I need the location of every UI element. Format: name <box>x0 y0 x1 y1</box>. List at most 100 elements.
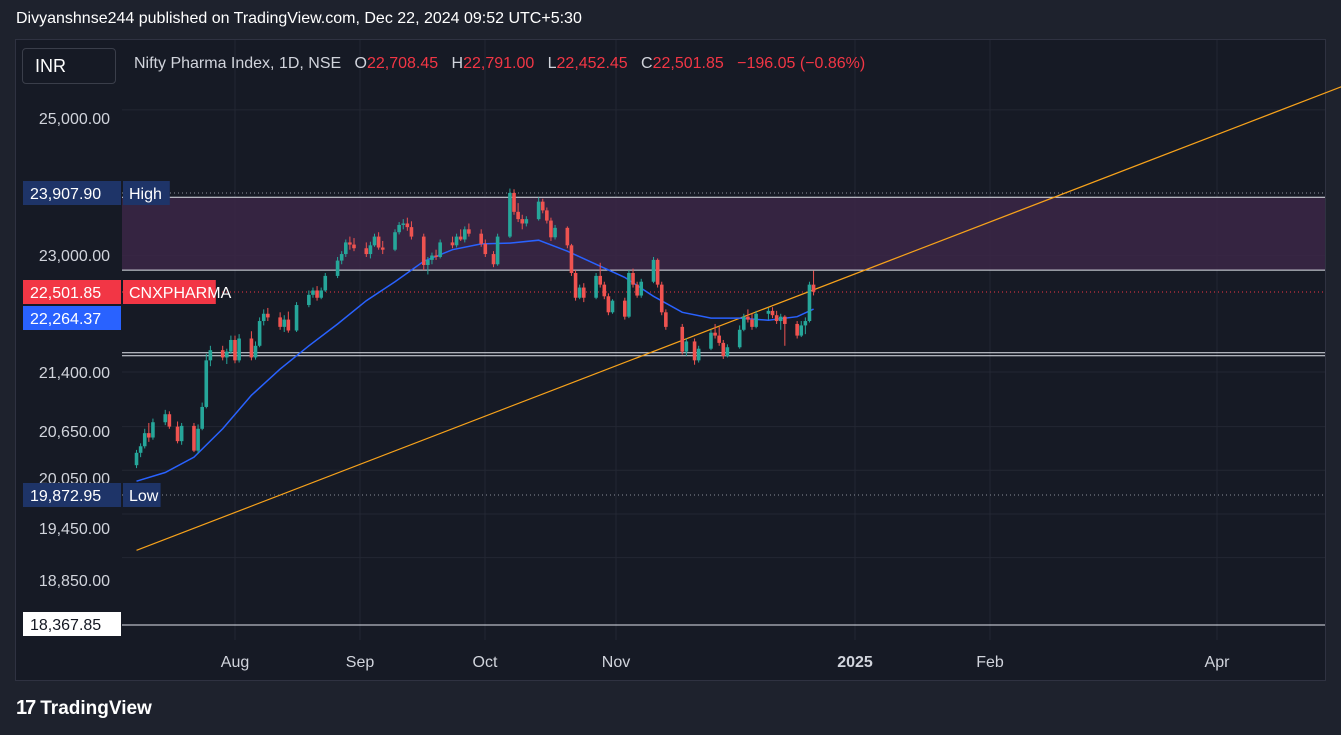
candle-body <box>208 350 213 361</box>
candle-body <box>512 192 516 212</box>
candle-body <box>253 345 258 358</box>
candle-body <box>491 254 496 265</box>
candle-body <box>163 414 168 423</box>
moving-average-line <box>136 239 814 482</box>
tradingview-logo-icon: 17 <box>16 697 36 719</box>
candle-body <box>233 339 237 361</box>
candle-body <box>261 313 266 322</box>
candle-body <box>811 284 816 292</box>
candle-body <box>610 300 615 313</box>
candle-body <box>426 259 430 265</box>
candle-body <box>717 335 721 343</box>
x-axis-tick-label: Apr <box>1205 654 1231 671</box>
candle-body <box>750 319 754 327</box>
candle-body <box>606 296 611 313</box>
low-price-tag: 19,872.95 Low <box>23 483 161 507</box>
candle-body <box>754 313 758 327</box>
high-price-tag-label: High <box>129 186 162 203</box>
open-value: 22,708.45 <box>366 55 439 72</box>
candle-body <box>536 201 541 220</box>
candle-body <box>393 232 397 250</box>
candle-body <box>467 229 471 234</box>
low-price-tag-value: 19,872.95 <box>30 488 101 505</box>
candle-body <box>175 426 180 442</box>
candle-body <box>807 284 812 322</box>
candle-body <box>134 452 139 466</box>
candle-body <box>553 227 557 238</box>
candle-body <box>372 236 377 246</box>
candle-body <box>803 321 808 326</box>
candle-body <box>479 233 483 244</box>
candle-body <box>520 219 525 224</box>
bottom-price-tag-bg <box>23 612 121 636</box>
x-axis-tick-label: 2025 <box>837 654 873 671</box>
high-key: H <box>451 55 464 72</box>
y-axis-tick-label: 18,850.00 <box>39 573 110 590</box>
candle-body <box>147 433 151 438</box>
candle-body <box>721 342 726 356</box>
candle-body <box>307 294 311 306</box>
candle-body <box>581 287 586 298</box>
candle-body <box>774 315 779 322</box>
candle-body <box>746 316 750 320</box>
candle-body <box>664 312 668 327</box>
close-value: 22,501.85 <box>652 55 724 72</box>
candle-body <box>483 243 488 255</box>
candle-body <box>516 211 520 220</box>
candle-body <box>138 446 143 453</box>
candle-body <box>200 406 204 429</box>
low-price-tag-bg <box>23 483 121 507</box>
high-price-tag-value: 23,907.90 <box>30 186 101 203</box>
candle-body <box>421 236 426 265</box>
candle-body <box>364 248 369 255</box>
candle-body <box>430 255 434 260</box>
candle-body <box>450 242 455 246</box>
candle-body <box>224 351 229 358</box>
currency-selector-button[interactable]: INR <box>22 48 116 84</box>
last-price-tag-value: 22,501.85 <box>30 285 101 302</box>
tradingview-branding[interactable]: 17 TradingView <box>16 697 152 720</box>
symbol-description[interactable]: Nifty Pharma Index, 1D, NSE <box>134 55 342 72</box>
candle-body <box>409 227 414 237</box>
candle-body <box>282 319 287 327</box>
candle-body <box>545 210 549 221</box>
candle-body <box>249 338 254 358</box>
ohlc-legend: Nifty Pharma Index, 1D, NSE O22,708.45 H… <box>134 55 865 73</box>
candle-body <box>348 242 352 245</box>
ma-price-tag: 22,264.37 <box>23 306 121 330</box>
candle-body <box>266 313 270 318</box>
y-axis-tick-label: 19,450.00 <box>39 521 110 538</box>
candle-body <box>315 290 319 298</box>
candle-body <box>659 284 664 313</box>
candle-body <box>438 242 442 257</box>
last-price-tag-bg <box>23 280 121 304</box>
candle-body <box>598 275 602 285</box>
candle-body <box>778 316 783 322</box>
candle-body <box>737 329 742 348</box>
candle-body <box>680 326 685 352</box>
candle-body <box>397 224 401 233</box>
candle-body <box>770 310 775 316</box>
candle-body <box>257 321 262 346</box>
y-axis-tick-label: 20,650.00 <box>39 424 110 441</box>
candle-body <box>795 323 799 336</box>
candle-body <box>405 223 410 228</box>
candle-body <box>458 236 463 240</box>
candle-body <box>335 260 340 276</box>
last-price-tag-label-bg <box>123 280 216 304</box>
candle-body <box>192 425 196 451</box>
candle-body <box>462 229 467 240</box>
candle-body <box>376 236 381 248</box>
high-zone-rect <box>122 197 1325 271</box>
candle-body <box>549 220 553 238</box>
candle-body <box>635 284 639 296</box>
candle-body <box>709 332 713 349</box>
low-key: L <box>547 55 557 72</box>
bottom-price-tag: 18,367.85 <box>23 612 121 636</box>
candle-body <box>631 272 635 285</box>
change-value: −196.05 (−0.86%) <box>737 55 866 72</box>
high-price-tag: 23,907.90 High <box>23 181 170 205</box>
candle-body <box>742 316 746 330</box>
close-key: C <box>641 55 653 72</box>
